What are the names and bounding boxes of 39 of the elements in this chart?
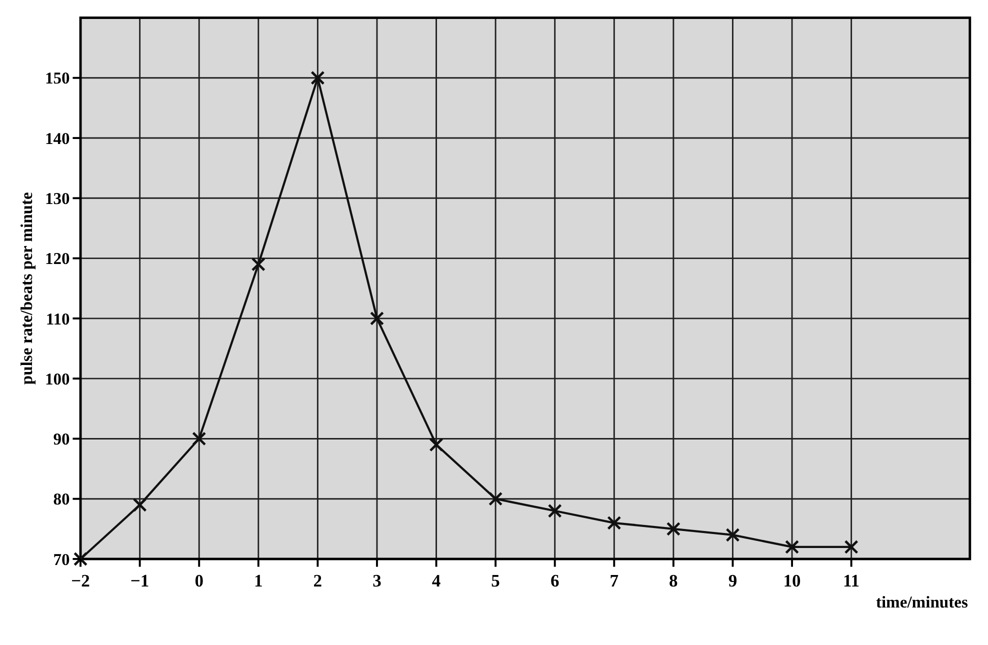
point: [73, 552, 88, 566]
y-axis-title: pulse rate/beats per minute: [16, 192, 36, 385]
y-tick-label: 150: [44, 68, 70, 88]
point: [844, 540, 858, 554]
point: [666, 522, 681, 536]
x-tick-label: 10: [783, 570, 802, 590]
point: [726, 528, 740, 542]
x-tick-label: 3: [372, 570, 382, 590]
y-tick-label: 90: [53, 430, 70, 449]
x-tick-label: −1: [130, 570, 150, 590]
point: [370, 311, 384, 326]
x-tick-label: 0: [194, 570, 204, 590]
point: [784, 540, 800, 554]
point: [548, 504, 562, 518]
x-axis-title: time/minutes: [876, 592, 968, 612]
point: [310, 70, 325, 85]
point: [488, 492, 503, 506]
y-tick-label: 110: [46, 309, 70, 328]
point: [607, 516, 622, 530]
y-tick-label: 140: [44, 128, 70, 148]
x-tick-label: 5: [491, 570, 500, 590]
x-tick-label: −2: [71, 570, 90, 590]
x-tick-label: 11: [843, 570, 860, 590]
x-tick-label: 2: [313, 570, 322, 590]
y-tick-label: 120: [44, 249, 70, 268]
y-tick-label: 80: [53, 490, 70, 509]
x-tick-label: 8: [669, 570, 678, 590]
point: [132, 498, 147, 512]
x-tick-label: 6: [550, 570, 560, 590]
y-tick-label: 100: [44, 369, 70, 388]
point: [429, 438, 444, 452]
x-tick-label: 1: [254, 570, 263, 590]
x-tick-label: 9: [728, 570, 738, 590]
x-tick-label: 4: [432, 570, 441, 590]
point: [192, 432, 206, 446]
y-tick-label: 70: [53, 550, 70, 569]
y-tick-label: 130: [44, 189, 70, 208]
point: [251, 257, 266, 272]
x-tick-label: 7: [610, 570, 619, 590]
